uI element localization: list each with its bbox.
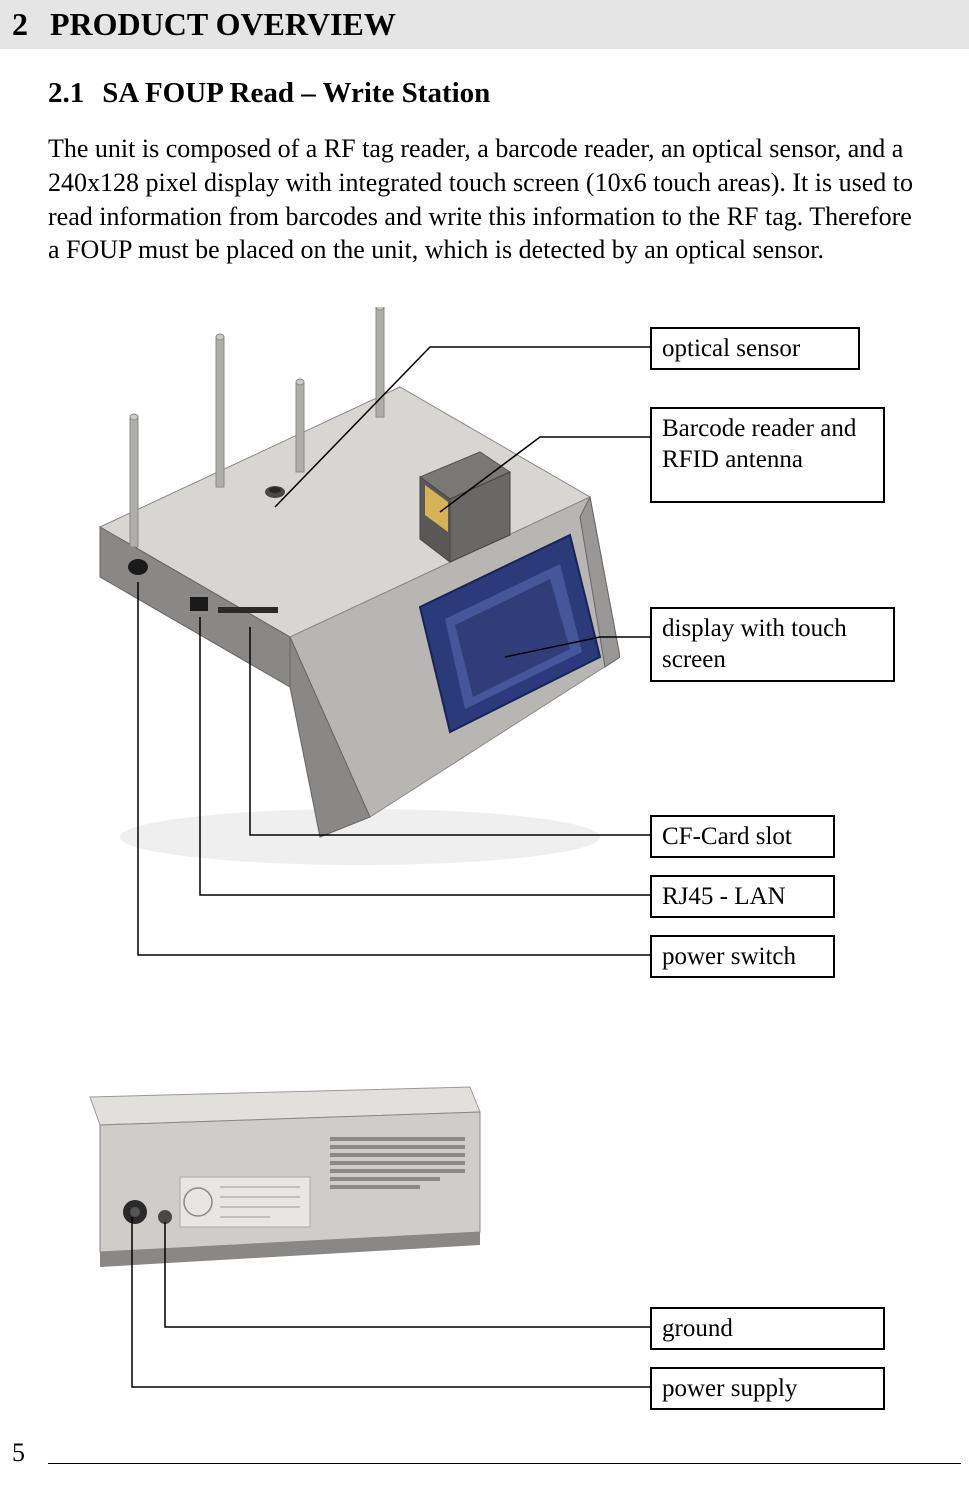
section-header: 2 PRODUCT OVERVIEW (0, 0, 969, 49)
label-rj45: RJ45 - LAN (650, 875, 835, 918)
figure-main: optical sensor Barcode reader and RFID a… (0, 307, 969, 1047)
figure-back: ground power supply (0, 1077, 969, 1417)
footer-rule (48, 1463, 961, 1464)
label-ground: ground (650, 1307, 885, 1350)
section-title: PRODUCT OVERVIEW (50, 6, 396, 42)
label-optical-sensor: optical sensor (650, 327, 860, 370)
label-barcode-rfid: Barcode reader and RFID antenna (650, 407, 885, 503)
label-power-switch: power switch (650, 935, 835, 978)
subsection-header: 2.1 SA FOUP Read – Write Station (0, 77, 969, 110)
label-display: display with touch screen (650, 607, 895, 682)
body-paragraph: The unit is composed of a RF tag reader,… (0, 132, 969, 267)
subsection-number: 2.1 (48, 77, 84, 109)
section-number: 2 (12, 6, 28, 42)
subsection-title: SA FOUP Read – Write Station (102, 77, 490, 109)
label-cf-card: CF-Card slot (650, 815, 835, 858)
label-power-supply: power supply (650, 1367, 885, 1410)
page-number: 5 (12, 1438, 25, 1468)
